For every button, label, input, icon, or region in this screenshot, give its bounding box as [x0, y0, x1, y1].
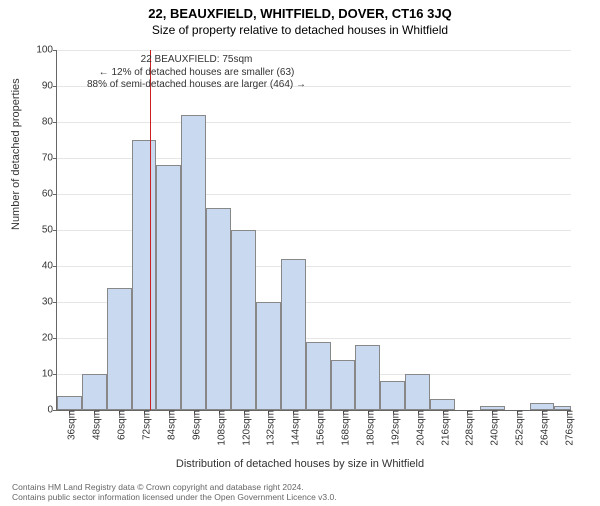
- x-tick-label: 180sqm: [359, 410, 376, 446]
- y-tick-label: 20: [42, 333, 57, 344]
- chart-title: 22, BEAUXFIELD, WHITFIELD, DOVER, CT16 3…: [0, 6, 600, 21]
- y-axis-label: Number of detached properties: [10, 78, 22, 230]
- y-tick-label: 40: [42, 261, 57, 272]
- histogram-bar: [306, 342, 331, 410]
- x-tick-label: 48sqm: [86, 410, 103, 440]
- histogram-bar: [281, 259, 306, 410]
- histogram-bar: [355, 345, 380, 410]
- y-tick-label: 50: [42, 225, 57, 236]
- x-axis-label: Distribution of detached houses by size …: [0, 458, 600, 470]
- x-tick-label: 132sqm: [260, 410, 277, 446]
- y-tick-label: 70: [42, 153, 57, 164]
- annotation-line2: ← 12% of detached houses are smaller (63…: [87, 67, 306, 80]
- histogram-bar: [256, 302, 281, 410]
- attribution-line2: Contains public sector information licen…: [12, 492, 337, 502]
- histogram-bar: [107, 288, 132, 410]
- x-tick-label: 228sqm: [459, 410, 476, 446]
- y-tick-label: 0: [47, 405, 57, 416]
- annotation-line3: 88% of semi-detached houses are larger (…: [87, 79, 306, 92]
- y-tick-label: 80: [42, 117, 57, 128]
- gridline: [57, 50, 571, 51]
- x-tick-label: 84sqm: [160, 410, 177, 440]
- plot-area: 010203040506070809010036sqm48sqm60sqm72s…: [56, 50, 571, 411]
- x-tick-label: 156sqm: [310, 410, 327, 446]
- y-tick-label: 60: [42, 189, 57, 200]
- histogram-bar: [181, 115, 206, 410]
- annotation-box: 22 BEAUXFIELD: 75sqm← 12% of detached ho…: [87, 54, 306, 92]
- x-tick-label: 216sqm: [434, 410, 451, 446]
- x-tick-label: 168sqm: [335, 410, 352, 446]
- y-tick-label: 100: [36, 45, 57, 56]
- x-tick-label: 72sqm: [136, 410, 153, 440]
- gridline: [57, 122, 571, 123]
- x-tick-label: 204sqm: [409, 410, 426, 446]
- x-tick-label: 36sqm: [61, 410, 78, 440]
- histogram-bar: [82, 374, 107, 410]
- histogram-bar: [57, 396, 82, 410]
- histogram-bar: [331, 360, 356, 410]
- chart-subtitle: Size of property relative to detached ho…: [0, 23, 600, 37]
- x-tick-label: 252sqm: [509, 410, 526, 446]
- histogram-bar: [156, 165, 181, 410]
- property-marker-line: [150, 50, 151, 410]
- x-tick-label: 264sqm: [533, 410, 550, 446]
- histogram-bar: [530, 403, 555, 410]
- x-tick-label: 276sqm: [558, 410, 575, 446]
- x-tick-label: 60sqm: [111, 410, 128, 440]
- histogram-bar: [231, 230, 256, 410]
- histogram-bar: [430, 399, 455, 410]
- annotation-line1: 22 BEAUXFIELD: 75sqm: [87, 54, 306, 67]
- x-tick-label: 96sqm: [185, 410, 202, 440]
- x-tick-label: 108sqm: [210, 410, 227, 446]
- attribution-text: Contains HM Land Registry data © Crown c…: [12, 482, 337, 502]
- x-tick-label: 240sqm: [484, 410, 501, 446]
- histogram-bar: [132, 140, 157, 410]
- histogram-bar: [206, 208, 231, 410]
- histogram-bar: [405, 374, 430, 410]
- x-tick-label: 192sqm: [384, 410, 401, 446]
- x-tick-label: 120sqm: [235, 410, 252, 446]
- y-tick-label: 90: [42, 81, 57, 92]
- y-tick-label: 30: [42, 297, 57, 308]
- histogram-bar: [380, 381, 405, 410]
- y-tick-label: 10: [42, 369, 57, 380]
- attribution-line1: Contains HM Land Registry data © Crown c…: [12, 482, 337, 492]
- x-tick-label: 144sqm: [285, 410, 302, 446]
